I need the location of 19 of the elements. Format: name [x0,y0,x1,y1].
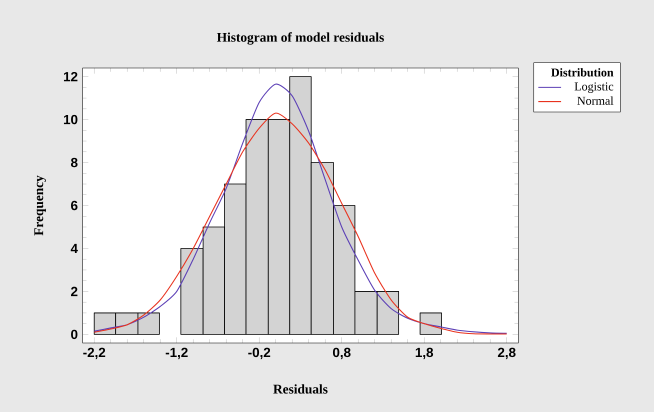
y-tick-label: 2 [71,286,78,296]
y-tick-label: 12 [64,72,78,82]
legend-label: Normal [577,96,614,105]
y-tick-label: 8 [70,158,78,168]
x-tick-label: 2,8 [498,348,516,360]
x-tick-label: 1,8 [416,348,434,360]
y-axis-title: Frequency [34,175,46,236]
y-tick-label: 0 [71,330,78,340]
legend-label: Logistic [574,82,614,93]
chart-title: Histogram of model residuals [216,32,384,45]
x-tick-label: -0,2 [248,348,270,360]
x-axis-title: Residuals [273,384,328,394]
legend-title: Distribution [551,68,614,77]
y-tick-label: 4 [70,244,78,254]
y-tick-label: 6 [71,200,78,210]
x-tick-label: 0,8 [332,348,351,360]
y-tick-label: 10 [64,114,78,124]
x-tick-label: -1,2 [166,348,188,360]
x-tick-label: -2,2 [83,348,106,360]
